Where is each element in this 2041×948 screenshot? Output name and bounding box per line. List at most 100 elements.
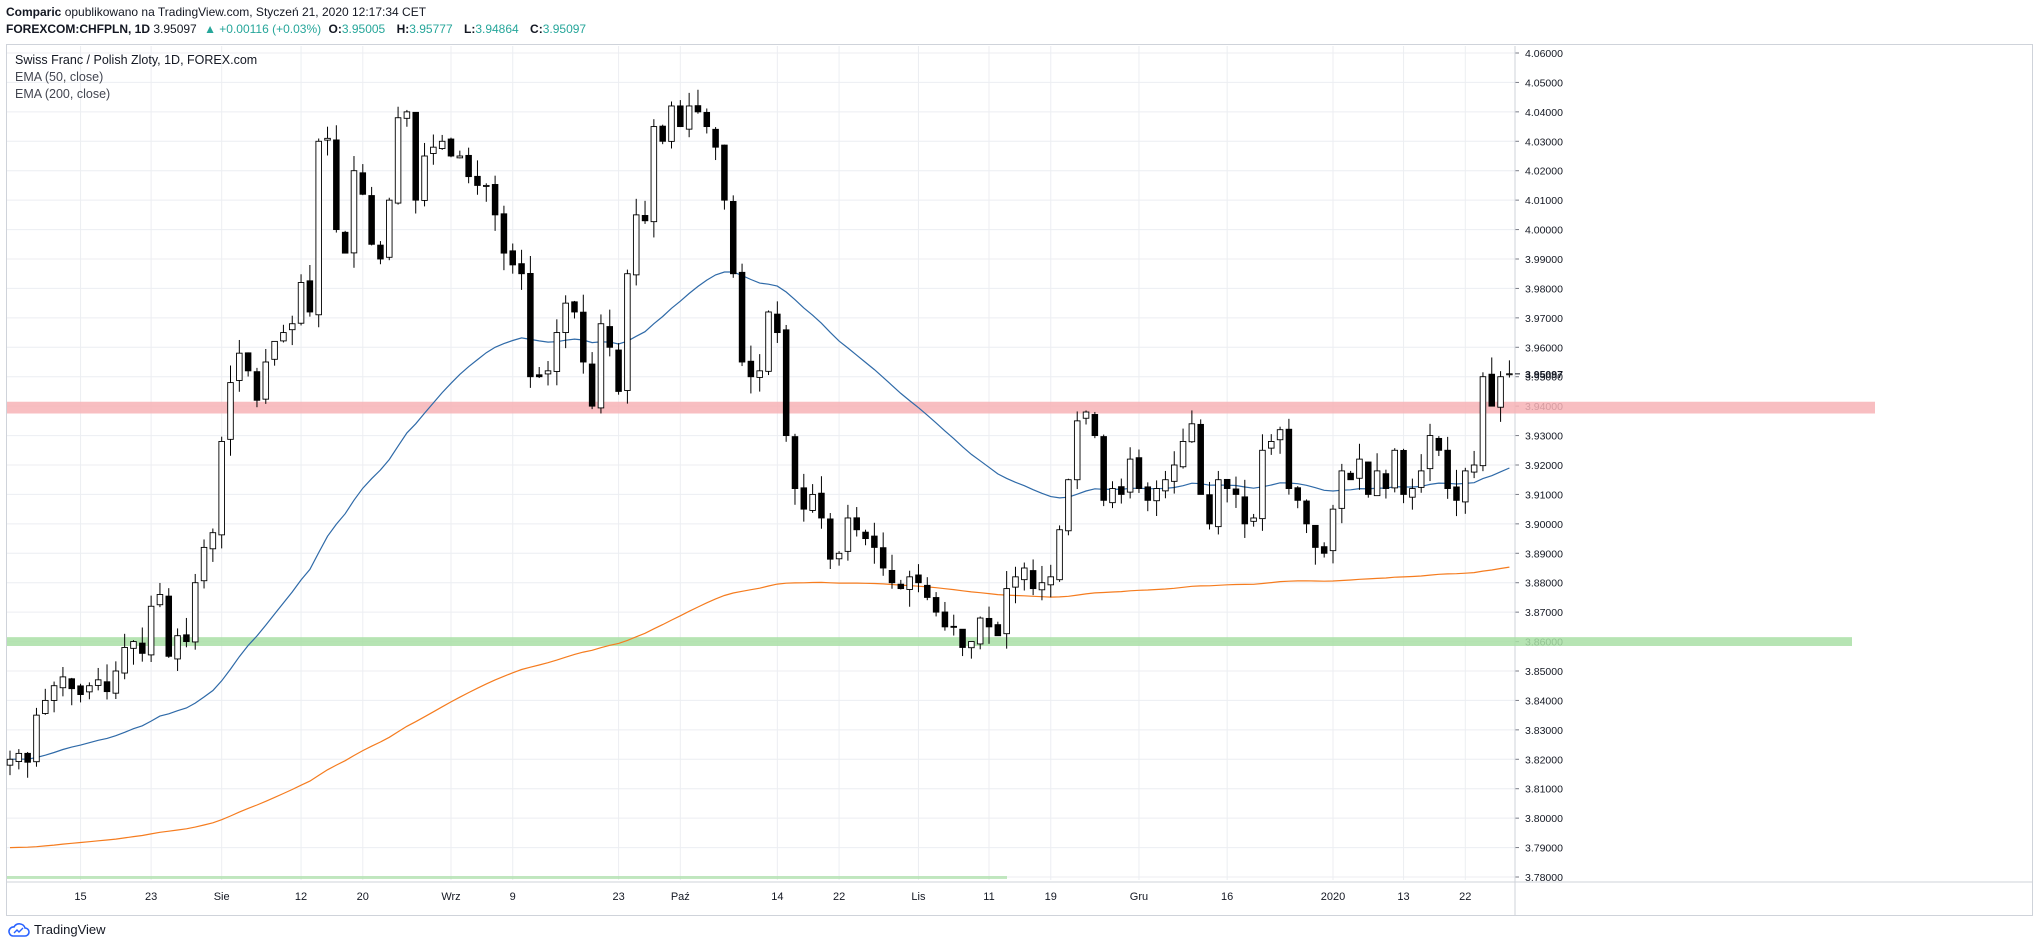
candle-up [844, 517, 852, 552]
candle-up [1470, 464, 1478, 473]
x-tick-label: Lis [911, 891, 926, 903]
candle-up [632, 214, 640, 276]
ohlc-line: FOREXCOM:CHFPLN, 1D 3.95097 ▲ +0.00116 (… [6, 21, 594, 38]
candle-up [809, 493, 816, 511]
candle-down [871, 535, 878, 548]
candle-up [597, 323, 605, 409]
high-value: H:3.95777 [396, 22, 453, 36]
x-tick-label: 14 [771, 891, 783, 903]
y-tick-label: 3.93000 [1525, 431, 1563, 443]
candle-up [200, 546, 208, 582]
candle-up [668, 105, 675, 142]
candle-down [677, 105, 684, 128]
tradingview-cloud-icon [8, 922, 30, 937]
candle-down [183, 634, 190, 643]
y-tick-label: 3.78000 [1525, 872, 1563, 884]
candle-up [94, 679, 102, 686]
y-tick-label: 3.89000 [1525, 548, 1563, 560]
candle-down [588, 363, 596, 407]
candle-down [1400, 449, 1407, 495]
candle-up [280, 332, 287, 342]
y-tick-label: 4.06000 [1525, 48, 1563, 60]
resistance-zone [7, 401, 1875, 414]
y-tick-label: 3.81000 [1525, 784, 1563, 796]
candle-down [888, 569, 896, 584]
candle-up [1047, 576, 1055, 586]
x-tick-label: 15 [74, 891, 86, 903]
y-tick-label: 3.97000 [1525, 313, 1563, 325]
y-tick-label: 4.00000 [1525, 225, 1563, 237]
candle-down [306, 280, 314, 313]
candle-up [421, 155, 428, 201]
candle-down [1241, 496, 1249, 525]
legend-ema50[interactable]: EMA (50, close) [15, 70, 104, 84]
candle-up [562, 302, 569, 334]
candle-up [324, 137, 331, 141]
candle-up [350, 170, 358, 254]
candle-up [1170, 464, 1178, 482]
author-name[interactable]: Comparic [6, 5, 62, 19]
symbol-label: FOREXCOM:CHFPLN, 1D [6, 22, 150, 36]
candle-down [447, 138, 455, 157]
candle-up [1038, 582, 1046, 591]
candle-down [924, 584, 931, 598]
candle-up [174, 635, 181, 660]
candle-up [438, 140, 446, 149]
close-value: C:3.95097 [530, 22, 587, 36]
candle-up [1003, 588, 1010, 635]
candle-up [288, 323, 296, 331]
candle-up [1276, 429, 1284, 441]
candle-down [774, 313, 781, 334]
chart-header: Comparic opublikowano na TradingView.com… [6, 4, 594, 38]
candle-up [483, 184, 490, 187]
tradingview-brand: TradingView [34, 922, 106, 937]
candle-up [650, 126, 658, 223]
candle-up [1188, 423, 1196, 443]
candle-up [1417, 470, 1425, 488]
x-tick-label: 11 [983, 891, 994, 903]
legend-title[interactable]: Swiss Franc / Polish Zloty, 1D, FOREX.co… [15, 53, 258, 67]
candle-up [1153, 488, 1160, 502]
candle-down [377, 244, 384, 260]
tradingview-footer[interactable]: TradingView [8, 922, 106, 937]
y-tick-label: 3.80000 [1525, 813, 1563, 825]
y-tick-label: 4.03000 [1525, 136, 1563, 148]
legend-ema200[interactable]: EMA (200, close) [15, 87, 111, 101]
candle-down [341, 231, 349, 254]
candle-down [359, 172, 367, 195]
candle-down [853, 517, 860, 531]
x-tick-label: 2020 [1321, 891, 1345, 903]
y-tick-label: 4.01000 [1525, 195, 1563, 207]
candle-down [747, 360, 755, 378]
candle-up [33, 714, 40, 763]
candle-up [297, 282, 305, 324]
chart-frame [6, 44, 2033, 916]
candle-down [1312, 524, 1319, 548]
y-tick-label: 3.85000 [1525, 666, 1563, 678]
y-tick-label: 4.05000 [1525, 77, 1563, 89]
chart-legend: Swiss Franc / Polish Zloty, 1D, FOREX.co… [15, 52, 257, 103]
candle-up [112, 670, 120, 694]
x-tick-label: 9 [510, 891, 516, 903]
candle-down [703, 111, 711, 128]
candle-down [985, 617, 993, 628]
candle-down [615, 349, 622, 392]
candle-up [1409, 488, 1416, 498]
candle-up [59, 676, 67, 689]
lower-zone-edge [7, 876, 1007, 879]
candle-down [818, 492, 825, 519]
candle-down [959, 628, 966, 648]
candle-up [1479, 376, 1487, 467]
candle-down [474, 175, 481, 186]
x-tick-label: 22 [1459, 891, 1471, 903]
candle-up [315, 140, 322, 316]
y-tick-label: 3.98000 [1525, 283, 1563, 295]
candle-up [1126, 458, 1134, 493]
candle-up [50, 685, 58, 701]
candle-down [509, 250, 516, 266]
candle-up [86, 685, 93, 693]
candle-up [403, 111, 411, 119]
y-tick-label: 3.83000 [1525, 725, 1563, 737]
candle-down [1303, 500, 1310, 525]
